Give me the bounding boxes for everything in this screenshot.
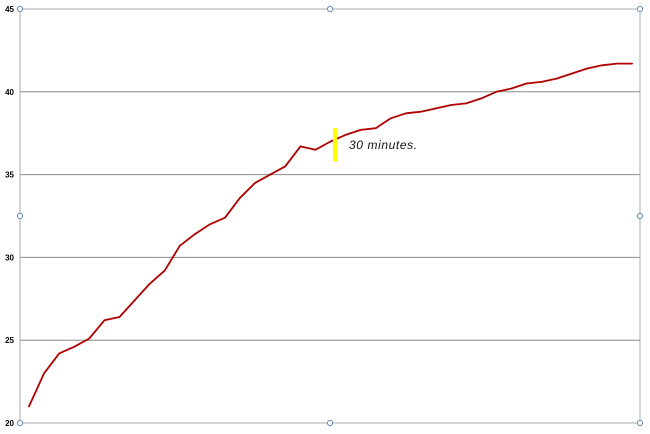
data-point: [329, 140, 332, 143]
data-point: [555, 77, 558, 80]
plot-frame: [19, 8, 641, 424]
data-point: [359, 129, 362, 131]
data-point: [631, 62, 633, 65]
data-point: [586, 67, 588, 70]
data-point: [103, 319, 106, 322]
data-point: [148, 283, 151, 285]
y-tick-label: 35: [5, 171, 14, 180]
data-point: [450, 104, 452, 106]
y-tick-label: 40: [5, 88, 14, 97]
data-point: [269, 173, 272, 176]
resize-handle[interactable]: [636, 419, 644, 427]
data-point: [570, 72, 573, 75]
y-tick-label: 25: [5, 336, 14, 345]
data-point: [254, 182, 256, 184]
data-point: [133, 299, 136, 302]
annotation: 30 minutes.: [333, 128, 418, 162]
y-tick-label: 30: [5, 253, 14, 262]
data-point: [88, 337, 91, 340]
data-point: [601, 64, 603, 67]
data-point: [480, 97, 483, 100]
data-point: [405, 112, 407, 115]
data-point: [284, 165, 287, 168]
data-point: [435, 107, 437, 110]
y-tick-label: 45: [5, 5, 14, 14]
resize-handle[interactable]: [636, 5, 644, 13]
data-point: [163, 269, 166, 272]
data-point: [209, 223, 211, 226]
annotation-marker: [333, 128, 337, 162]
data-point: [314, 149, 317, 151]
gridlines: [20, 91, 640, 341]
data-point: [73, 346, 75, 348]
data-point: [118, 316, 121, 318]
series-layer: [28, 62, 633, 408]
data-point: [420, 110, 422, 113]
plot-border: [19, 8, 641, 424]
resize-handle[interactable]: [16, 5, 24, 13]
data-point: [344, 134, 347, 136]
resize-handle[interactable]: [636, 212, 644, 220]
data-point: [510, 87, 513, 90]
selection-handles[interactable]: [16, 5, 644, 427]
data-point: [390, 117, 392, 120]
y-axis: 20 25 30 35 40 45: [5, 5, 14, 428]
data-point: [616, 62, 618, 65]
data-point: [540, 81, 543, 83]
data-point: [58, 352, 60, 355]
data-point: [43, 372, 45, 375]
data-point: [179, 245, 181, 247]
data-point: [194, 233, 196, 235]
series-line: [28, 62, 633, 408]
data-point: [465, 102, 468, 105]
annotation-label: 30 minutes.: [349, 138, 418, 152]
resize-handle[interactable]: [326, 419, 334, 427]
resize-handle[interactable]: [326, 5, 334, 13]
resize-handle[interactable]: [16, 419, 24, 427]
data-point: [525, 82, 528, 85]
resize-handle[interactable]: [16, 212, 24, 220]
data-point: [224, 216, 226, 219]
data-point: [299, 145, 302, 148]
data-point: [239, 197, 241, 199]
data-point: [495, 91, 498, 93]
y-tick-label: 20: [5, 419, 14, 428]
data-point: [374, 127, 377, 129]
data-point: [28, 405, 30, 408]
